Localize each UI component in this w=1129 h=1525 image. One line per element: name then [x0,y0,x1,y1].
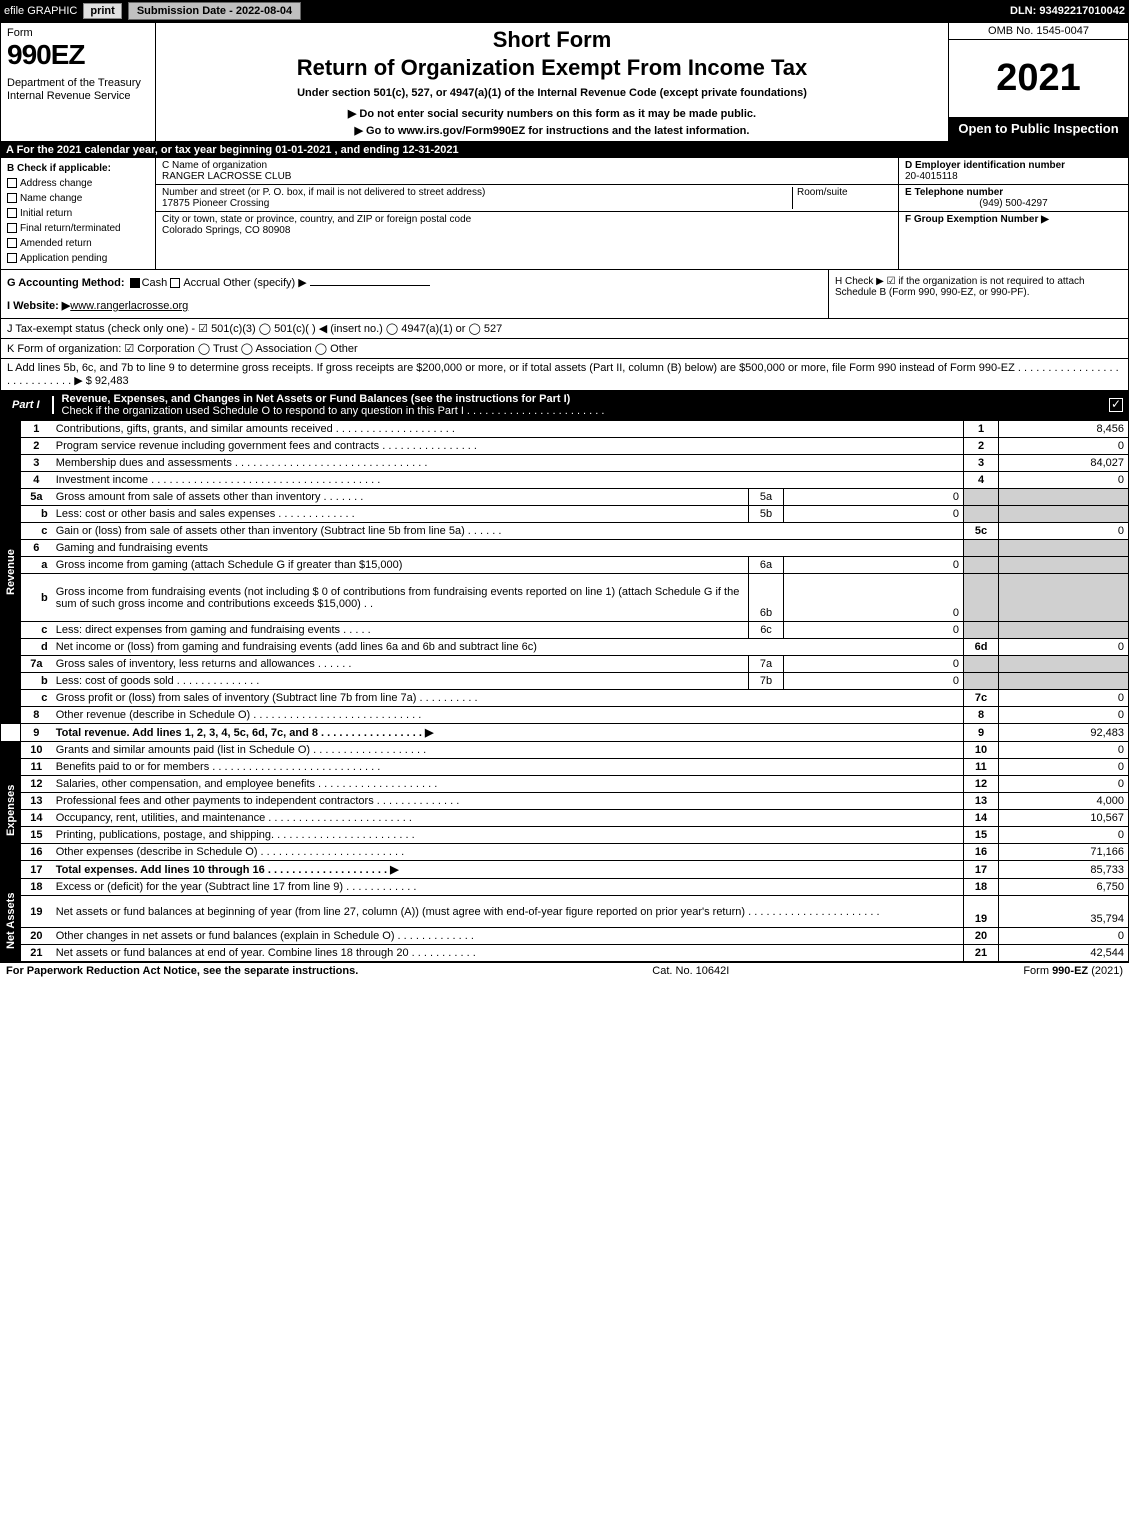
chk-pending[interactable] [7,253,17,263]
part1-sub: Check if the organization used Schedule … [62,405,605,417]
omb-number: OMB No. 1545-0047 [949,23,1128,40]
netassets-sidelabel: Net Assets [1,879,21,962]
website-value: www.rangerlacrosse.org [70,300,188,312]
chk-cash [130,278,140,288]
d-label: D Employer identification number [905,160,1122,171]
room-label: Room/suite [792,187,892,209]
org-name: RANGER LACROSSE CLUB [162,171,892,182]
form-header: Form 990EZ Department of the Treasury In… [0,22,1129,142]
short-form-title: Short Form [166,27,938,53]
section-ghij: G Accounting Method: Cash Accrual Other … [0,270,1129,390]
top-bar: efile GRAPHIC print Submission Date - 20… [0,0,1129,22]
addr-value: 17875 Pioneer Crossing [162,198,792,209]
h-schedule-b: H Check ▶ ☑ if the organization is not r… [828,270,1128,318]
part1-tag: Part I [0,396,54,414]
print-button[interactable]: print [83,3,121,19]
col-def: D Employer identification number 20-4015… [898,158,1128,269]
dln-label: DLN: 93492217010042 [1010,5,1125,17]
open-public: Open to Public Inspection [949,117,1128,141]
part1-title: Revenue, Expenses, and Changes in Net As… [62,393,571,405]
chk-accrual[interactable] [170,278,180,288]
chk-address[interactable] [7,178,17,188]
dept-label: Department of the Treasury Internal Reve… [7,77,149,103]
chk-schedule-o [1109,398,1123,412]
lines-table: Revenue 1Contributions, gifts, grants, a… [0,420,1129,962]
efile-label: efile GRAPHIC [4,5,77,17]
col-c: C Name of organization RANGER LACROSSE C… [156,158,898,269]
c-label: C Name of organization [162,160,892,171]
section-bcdef: B Check if applicable: Address change Na… [0,158,1129,270]
note-link: ▶ Go to www.irs.gov/Form990EZ for instru… [166,124,938,137]
b-title: B Check if applicable: [7,161,149,176]
f-label: F Group Exemption Number ▶ [905,214,1122,225]
footer-mid: Cat. No. 10642I [652,965,729,977]
revenue-sidelabel: Revenue [1,421,21,724]
phone-value: (949) 500-4297 [905,198,1122,209]
chk-final[interactable] [7,223,17,233]
chk-initial[interactable] [7,208,17,218]
g-accounting: G Accounting Method: Cash Accrual Other … [1,270,828,318]
j-tax-exempt: J Tax-exempt status (check only one) - ☑… [1,319,1128,339]
col-b: B Check if applicable: Address change Na… [1,158,156,269]
footer-right: Form 990-EZ (2021) [1023,965,1123,977]
city-value: Colorado Springs, CO 80908 [162,225,471,236]
note-ssn: ▶ Do not enter social security numbers o… [166,107,938,120]
footer: For Paperwork Reduction Act Notice, see … [0,962,1129,979]
form-word: Form [7,27,149,39]
expenses-sidelabel: Expenses [1,742,21,879]
line-a: A For the 2021 calendar year, or tax yea… [0,142,1129,158]
i-label: I Website: ▶ [7,300,70,312]
footer-left: For Paperwork Reduction Act Notice, see … [6,965,358,977]
ein-value: 20-4015118 [905,171,1122,182]
tax-year: 2021 [949,40,1128,117]
e-label: E Telephone number [905,187,1122,198]
under-section: Under section 501(c), 527, or 4947(a)(1)… [166,87,938,99]
chk-amended[interactable] [7,238,17,248]
submission-date: Submission Date - 2022-08-04 [128,2,301,20]
form-number: 990EZ [7,39,149,71]
addr-label: Number and street (or P. O. box, if mail… [162,187,792,198]
chk-name[interactable] [7,193,17,203]
part1-header: Part I Revenue, Expenses, and Changes in… [0,390,1129,420]
city-label: City or town, state or province, country… [162,214,471,225]
return-title: Return of Organization Exempt From Incom… [166,55,938,81]
k-form-org: K Form of organization: ☑ Corporation ◯ … [1,339,1128,359]
l-gross-receipts: L Add lines 5b, 6c, and 7b to line 9 to … [1,359,1128,390]
